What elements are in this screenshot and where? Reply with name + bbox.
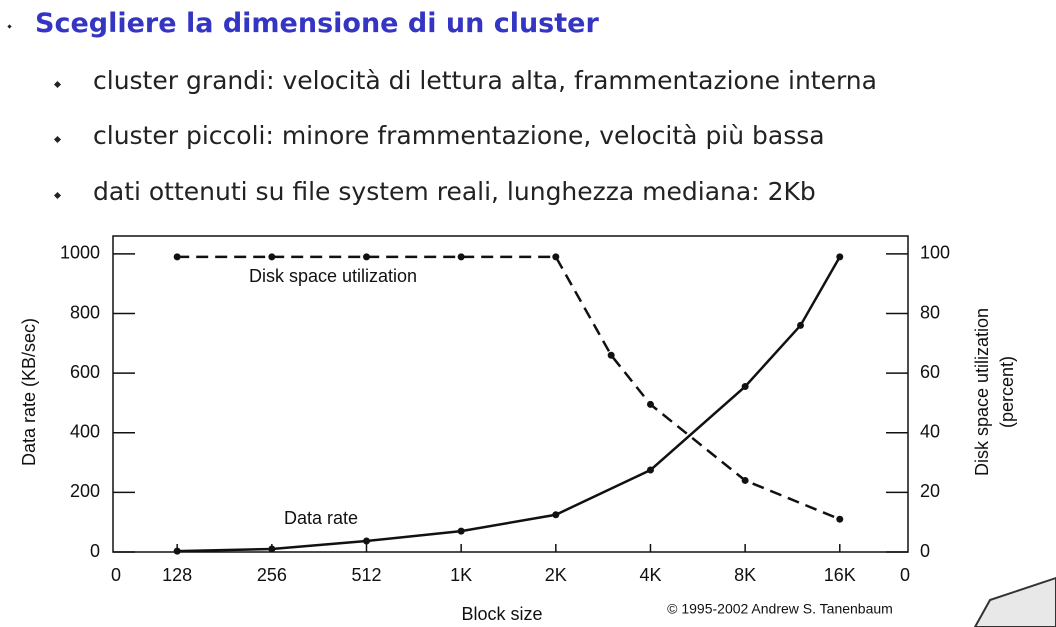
x-tick-label: 8K (734, 565, 756, 585)
y2-tick-label: 100 (920, 243, 950, 263)
slide-title: Scegliere la dimensione di un cluster (35, 8, 599, 39)
data-point (268, 253, 276, 261)
corner-decoration (973, 576, 1056, 627)
y2-tick-label: 80 (920, 302, 940, 322)
y-axis-label: Data rate (KB/sec) (19, 318, 39, 466)
y2-tick-label: 60 (920, 362, 940, 382)
data-point (796, 321, 804, 329)
data-point (457, 527, 465, 535)
series-label: Data rate (284, 508, 358, 528)
x-tick-label: 1K (450, 565, 472, 585)
x-axis-label: Block size (461, 604, 542, 624)
data-point (836, 515, 844, 523)
x-tick-label: 16K (824, 565, 856, 585)
data-point (552, 253, 560, 261)
plot-frame (112, 235, 909, 553)
y2-tick-label: 40 (920, 422, 940, 442)
x-tick-label: 4K (639, 565, 661, 585)
x-extra-label: 0 (900, 565, 910, 585)
y-tick-label: 400 (70, 422, 100, 442)
y2-axis-label: (percent) (997, 356, 1017, 428)
data-point (268, 545, 276, 553)
y-tick-label: 800 (70, 302, 100, 322)
bullet: dati ottenuti su file system reali, lung… (93, 177, 816, 206)
y2-tick-label: 0 (920, 541, 930, 561)
data-point (646, 466, 654, 474)
data-point (552, 511, 560, 519)
data-point (836, 253, 844, 261)
x-tick-label: 256 (257, 565, 287, 585)
x-tick-label: 2K (545, 565, 567, 585)
x-tick-label: 128 (162, 565, 192, 585)
series-line (177, 255, 841, 521)
data-point (741, 383, 749, 391)
data-point (173, 547, 181, 555)
data-point (741, 476, 749, 484)
data-point (362, 537, 370, 545)
series-label: Disk space utilization (249, 266, 417, 286)
data-point (646, 400, 654, 408)
y-tick-label: 1000 (60, 243, 100, 263)
series-line (177, 256, 841, 553)
y-tick-label: 0 (90, 541, 100, 561)
y2-axis-label: Disk space utilization (972, 308, 992, 476)
copyright: © 1995-2002 Andrew S. Tanenbaum (667, 601, 893, 617)
data-point (457, 253, 465, 261)
data-point (607, 351, 615, 359)
x-tick-label: 512 (351, 565, 381, 585)
y2-tick-label: 20 (920, 481, 940, 501)
bullet: cluster piccoli: minore frammentazione, … (93, 121, 825, 150)
bullet: cluster grandi: velocità di lettura alta… (93, 66, 877, 95)
y-tick-label: 200 (70, 481, 100, 501)
data-point (173, 253, 181, 261)
x-extra-label: 0 (111, 565, 121, 585)
y-tick-label: 600 (70, 362, 100, 382)
data-point (362, 253, 370, 261)
